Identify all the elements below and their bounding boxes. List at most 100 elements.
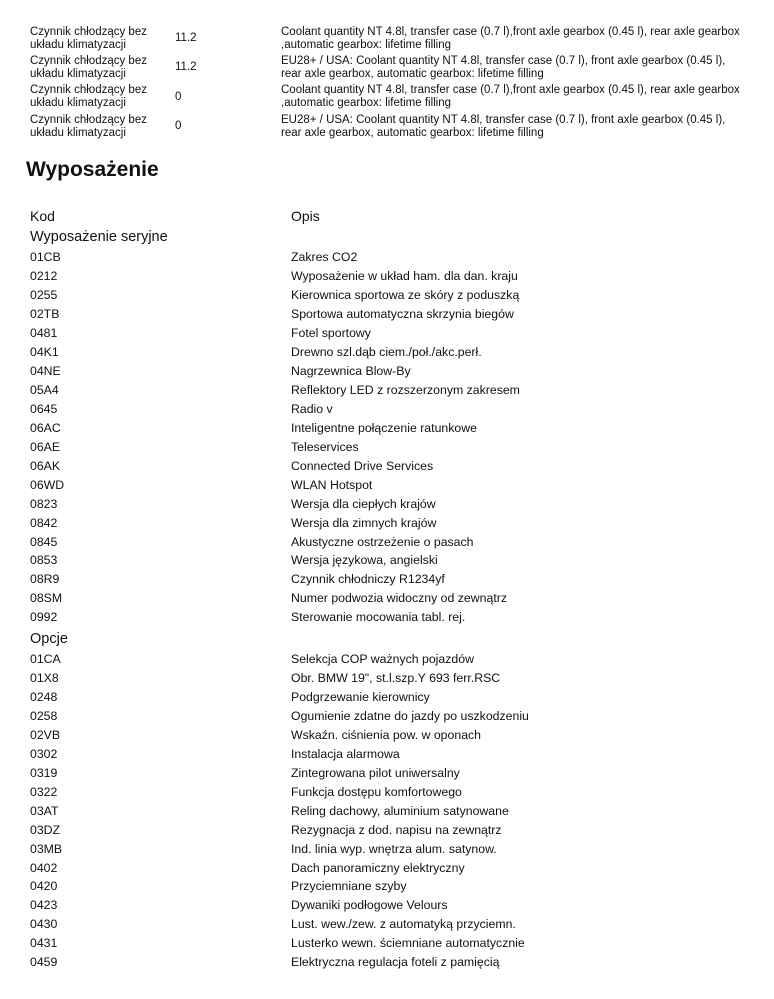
coolant-name: Czynnik chłodzący bez układu klimatyzacj… xyxy=(30,54,147,80)
item-code: 0992 xyxy=(30,610,58,625)
table-row: 02TB Sportowa automatyczna skrzynia biegó… xyxy=(30,305,750,324)
item-code: 0430 xyxy=(30,917,58,932)
item-code: 04K1 xyxy=(30,345,59,360)
item-desc: Czynnik chłodniczy R1234yf xyxy=(291,572,445,587)
table-row: 0258 Ogumienie zdatne do jazdy po uszkodz… xyxy=(30,707,750,726)
table-row: 0481 Fotel sportowy xyxy=(30,324,750,343)
table-row: 01X8 Obr. BMW 19", st.l.szp.Y 693 ferr.RS… xyxy=(30,669,750,688)
item-code: 0431 xyxy=(30,936,58,951)
coolant-desc: EU28+ / USA: Coolant quantity NT 4.8l, t… xyxy=(281,113,726,139)
table-row: Czynnik chłodzący bez układu klimatyzacj… xyxy=(30,112,750,141)
item-desc: Zakres CO2 xyxy=(291,250,358,265)
item-desc: Lusterko wewn. ściemniane automatycznie xyxy=(291,936,525,951)
table-row: 08SM Numer podwozia widoczny od zewnątrz xyxy=(30,589,750,608)
table-row: 05A4 Reflektory LED z rozszerzonym zakres… xyxy=(30,381,750,400)
item-code: 0248 xyxy=(30,690,58,705)
item-desc: Dach panoramiczny elektryczny xyxy=(291,860,465,875)
table-row: 0645 Radio v xyxy=(30,400,750,419)
table-row: 0423 Dywaniki podłogowe Velours xyxy=(30,896,750,915)
table-row: 0248 Podgrzewanie kierownicy xyxy=(30,688,750,707)
item-code: 01CB xyxy=(30,250,61,265)
item-desc: Wskaźn. ciśnienia pow. w oponach xyxy=(291,727,482,742)
item-code: 06WD xyxy=(30,477,65,492)
item-desc: Rezygnacja z dod. napisu na zewnątrz xyxy=(291,822,502,837)
table-row: 0212 Wyposażenie w układ ham. dla dan. kr… xyxy=(30,267,750,286)
item-desc: Elektryczna regulacja foteli z pamięcią xyxy=(291,955,500,970)
coolant-desc: Coolant quantity NT 4.8l, transfer case … xyxy=(281,25,740,51)
table-row: Czynnik chłodzący bez układu klimatyzacj… xyxy=(30,24,750,53)
section-title: Wyposażenie xyxy=(26,158,159,181)
table-row: 04K1 Drewno szl.dąb ciem./poł./akc.perł. xyxy=(30,343,750,362)
item-code: 03MB xyxy=(30,841,63,856)
item-desc: Przyciemniane szyby xyxy=(291,879,407,894)
item-code: 08SM xyxy=(30,591,63,606)
table-row: 04NE Nagrzewnica Blow-By xyxy=(30,362,750,381)
table-row: 02VB Wskaźn. ciśnienia pow. w oponach xyxy=(30,726,750,745)
coolant-desc: EU28+ / USA: Coolant quantity NT 4.8l, t… xyxy=(281,54,726,80)
item-code: 06AC xyxy=(30,420,61,435)
coolant-value: 11.2 xyxy=(175,61,197,74)
section-heading: Opcje xyxy=(30,630,68,647)
item-desc: Ogumienie zdatne do jazdy po uszkodzeniu xyxy=(291,709,529,724)
item-desc: Sportowa automatyczna skrzynia biegów xyxy=(291,307,514,322)
item-code: 0255 xyxy=(30,288,58,303)
item-code: 06AE xyxy=(30,439,61,454)
table-row: 0845 Akustyczne ostrzeżenie o pasach xyxy=(30,532,750,551)
coolant-value: 11.2 xyxy=(175,32,197,45)
item-code: 0302 xyxy=(30,746,58,761)
table-row: 06WD WLAN Hotspot xyxy=(30,475,750,494)
item-code: 01X8 xyxy=(30,671,59,686)
item-desc: Obr. BMW 19", st.l.szp.Y 693 ferr.RSC xyxy=(291,671,501,686)
item-desc: Wyposażenie w układ ham. dla dan. kraju xyxy=(291,269,518,284)
table-row: Czynnik chłodzący bez układu klimatyzacj… xyxy=(30,53,750,82)
item-code: 03AT xyxy=(30,803,59,818)
header-desc: Opis xyxy=(291,208,320,224)
item-desc: Akustyczne ostrzeżenie o pasach xyxy=(291,534,474,549)
item-desc: Podgrzewanie kierownicy xyxy=(291,690,430,705)
table-row: 0420 Przyciemniane szyby xyxy=(30,877,750,896)
table-row: 0431 Lusterko wewn. ściemniane automatycz… xyxy=(30,934,750,953)
table-row: 0255 Kierownica sportowa ze skóry z podus… xyxy=(30,286,750,305)
equipment-table: Kod Opis Wyposażenie seryjne 01CB Zakres C… xyxy=(30,206,750,972)
item-desc: Teleservices xyxy=(291,439,359,454)
item-desc: Instalacja alarmowa xyxy=(291,746,400,761)
item-desc: Funkcja dostępu komfortowego xyxy=(291,784,462,799)
item-code: 02VB xyxy=(30,727,61,742)
table-row: 03AT Reling dachowy, aluminium satynowane xyxy=(30,801,750,820)
table-row: 0992 Sterowanie mocowania tabl. rej. xyxy=(30,608,750,627)
table-row: 0302 Instalacja alarmowa xyxy=(30,744,750,763)
item-desc: Ind. linia wyp. wnętrza alum. satynow. xyxy=(291,841,497,856)
item-code: 0853 xyxy=(30,553,58,568)
item-code: 0423 xyxy=(30,898,58,913)
table-row: 0402 Dach panoramiczny elektryczny xyxy=(30,858,750,877)
table-row: 06AK Connected Drive Services xyxy=(30,456,750,475)
table-row: 08R9 Czynnik chłodniczy R1234yf xyxy=(30,570,750,589)
item-code: 0842 xyxy=(30,515,58,530)
item-desc: Kierownica sportowa ze skóry z poduszką xyxy=(291,288,520,303)
coolant-table: Czynnik chłodzący bez układu klimatyzacj… xyxy=(30,24,750,141)
item-code: 0823 xyxy=(30,496,58,511)
item-desc: Reflektory LED z rozszerzonym zakresem xyxy=(291,383,520,398)
table-row: 0459 Elektryczna regulacja foteli z pamię… xyxy=(30,953,750,972)
header-code: Kod xyxy=(30,208,55,224)
item-desc: Sterowanie mocowania tabl. rej. xyxy=(291,610,466,625)
item-code: 03DZ xyxy=(30,822,61,837)
item-desc: Radio v xyxy=(291,401,333,416)
item-desc: Reling dachowy, aluminium satynowane xyxy=(291,803,509,818)
item-code: 08R9 xyxy=(30,572,60,587)
item-code: 02TB xyxy=(30,307,60,322)
item-desc: Selekcja COP ważnych pojazdów xyxy=(291,652,474,667)
item-code: 06AK xyxy=(30,458,61,473)
table-row: 0430 Lust. wew./zew. z automatyką przycie… xyxy=(30,915,750,934)
item-desc: Connected Drive Services xyxy=(291,458,434,473)
item-desc: Zintegrowana pilot uniwersalny xyxy=(291,765,460,780)
item-code: 0420 xyxy=(30,879,58,894)
item-code: 0645 xyxy=(30,401,58,416)
item-desc: Fotel sportowy xyxy=(291,326,371,341)
table-row: 0842 Wersja dla zimnych krajów xyxy=(30,513,750,532)
item-code: 0322 xyxy=(30,784,58,799)
table-row: 0319 Zintegrowana pilot uniwersalny xyxy=(30,763,750,782)
table-row: 01CB Zakres CO2 xyxy=(30,248,750,267)
item-desc: Dywaniki podłogowe Velours xyxy=(291,898,448,913)
item-desc: Wersja dla zimnych krajów xyxy=(291,515,437,530)
